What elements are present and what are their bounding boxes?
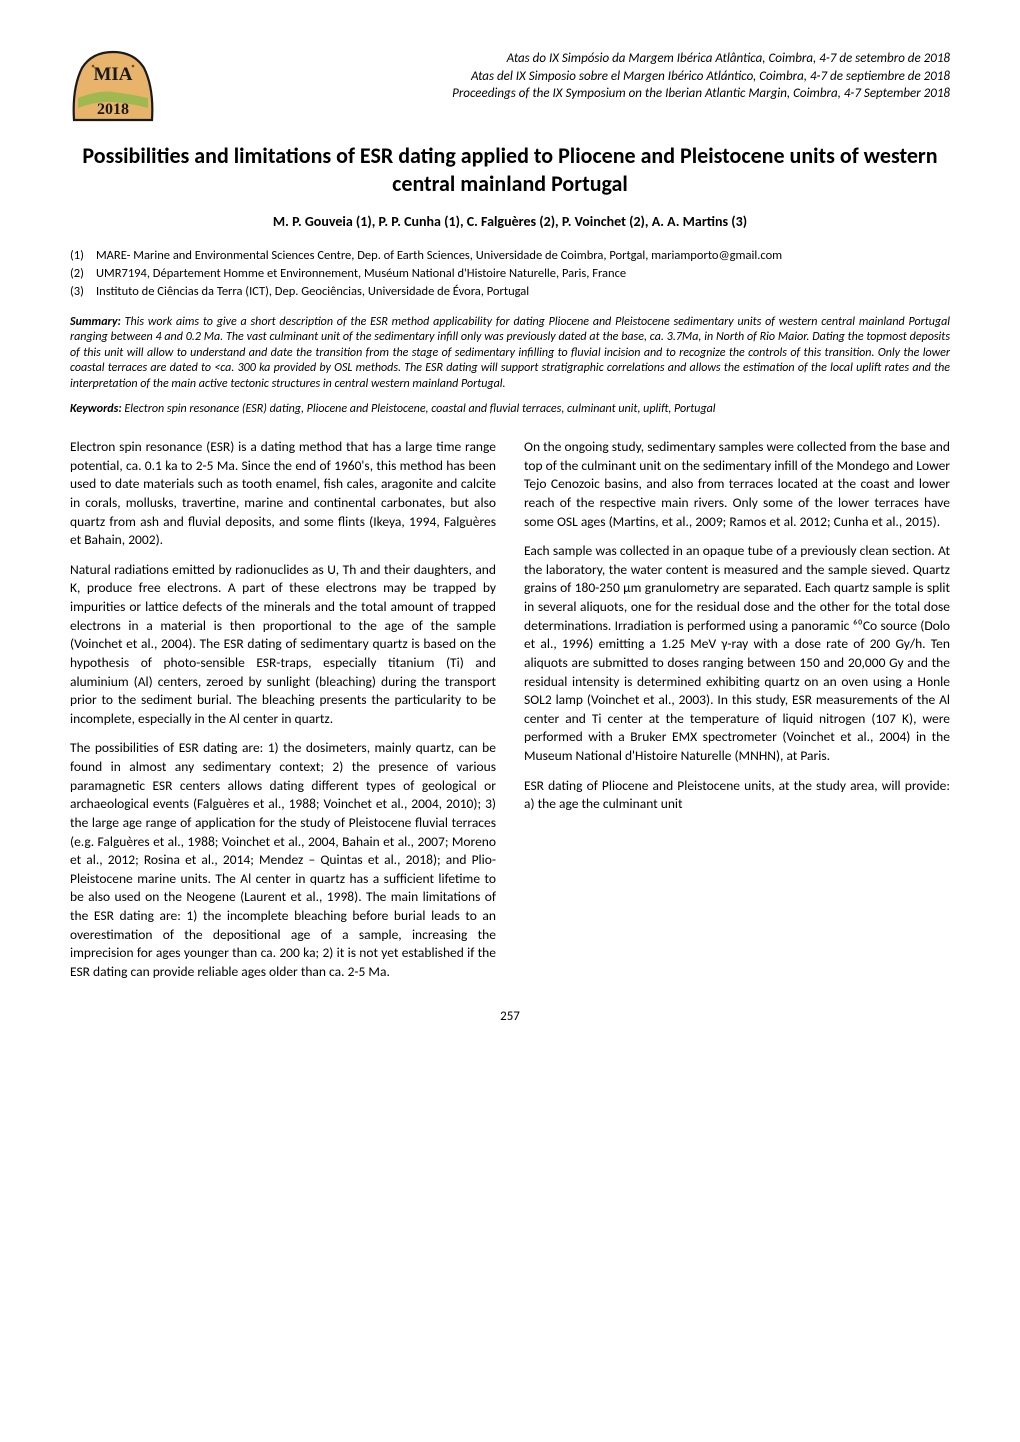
body-paragraph: Electron spin resonance (ESR) is a datin… [70, 438, 496, 550]
affiliations-block: (1) MARE- Marine and Environmental Scien… [70, 248, 950, 301]
header-line-2: Atas del IX Simposio sobre el Margen Ibé… [168, 68, 950, 86]
affiliation-text: Instituto de Ciências da Terra (ICT), De… [96, 284, 529, 301]
affiliation-num: (2) [70, 266, 96, 283]
body-paragraph: The possibilities of ESR dating are: 1) … [70, 739, 496, 981]
conference-logo: MIA 2018 [70, 48, 156, 124]
summary-block: Summary: This work aims to give a short … [70, 315, 950, 393]
header-line-1: Atas do IX Simpósio da Margem Ibérica At… [168, 50, 950, 68]
header-line-3: Proceedings of the IX Symposium on the I… [168, 85, 950, 103]
body-columns: Electron spin resonance (ESR) is a datin… [70, 438, 950, 982]
affiliation-row: (3) Instituto de Ciências da Terra (ICT)… [70, 284, 950, 301]
logo-text: MIA [93, 64, 132, 85]
affiliation-text: MARE- Marine and Environmental Sciences … [96, 248, 782, 265]
body-paragraph: ESR dating of Pliocene and Pleistocene u… [524, 777, 950, 814]
paper-title: Possibilities and limitations of ESR dat… [70, 142, 950, 197]
keywords-block: Keywords: Electron spin resonance (ESR) … [70, 402, 950, 418]
affiliation-text: UMR7194, Département Homme et Environnem… [96, 266, 626, 283]
affiliation-row: (2) UMR7194, Département Homme et Enviro… [70, 266, 950, 283]
affiliation-row: (1) MARE- Marine and Environmental Scien… [70, 248, 950, 265]
keywords-label: Keywords: [70, 402, 122, 416]
logo-year: 2018 [97, 101, 129, 118]
body-paragraph: On the ongoing study, sedimentary sample… [524, 438, 950, 531]
summary-label: Summary: [70, 315, 121, 329]
body-paragraph: Natural radiations emitted by radionucli… [70, 561, 496, 729]
page-header: MIA 2018 Atas do IX Simpósio da Margem I… [70, 48, 950, 124]
keywords-text: Electron spin resonance (ESR) dating, Pl… [122, 402, 716, 416]
header-citation: Atas do IX Simpósio da Margem Ibérica At… [168, 48, 950, 103]
authors-line: M. P. Gouveia (1), P. P. Cunha (1), C. F… [70, 213, 950, 232]
body-paragraph: Each sample was collected in an opaque t… [524, 542, 950, 766]
affiliation-num: (3) [70, 284, 96, 301]
affiliation-num: (1) [70, 248, 96, 265]
page-number: 257 [70, 1008, 950, 1026]
summary-text: This work aims to give a short descripti… [70, 315, 950, 391]
